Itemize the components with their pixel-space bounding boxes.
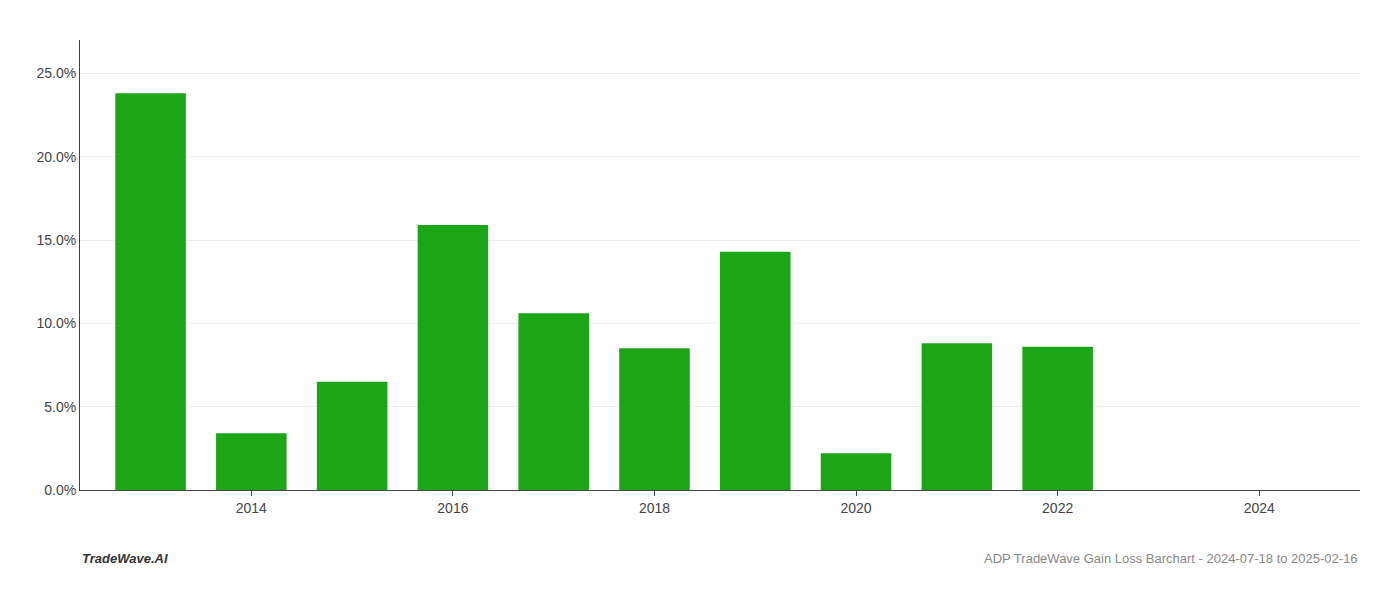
svg-text:2022: 2022: [1042, 500, 1073, 516]
svg-text:2018: 2018: [639, 500, 670, 516]
svg-text:25.0%: 25.0%: [36, 65, 76, 81]
svg-text:TradeWave.AI: TradeWave.AI: [82, 551, 168, 566]
svg-text:20.0%: 20.0%: [36, 149, 76, 165]
svg-text:5.0%: 5.0%: [44, 399, 76, 415]
svg-text:ADP TradeWave Gain Loss Barcha: ADP TradeWave Gain Loss Barchart - 2024-…: [984, 551, 1358, 566]
svg-text:0.0%: 0.0%: [44, 482, 76, 498]
svg-text:2014: 2014: [236, 500, 267, 516]
svg-text:15.0%: 15.0%: [36, 232, 76, 248]
svg-text:2020: 2020: [840, 500, 871, 516]
svg-text:10.0%: 10.0%: [36, 315, 76, 331]
svg-text:2024: 2024: [1244, 500, 1275, 516]
svg-text:2016: 2016: [437, 500, 468, 516]
